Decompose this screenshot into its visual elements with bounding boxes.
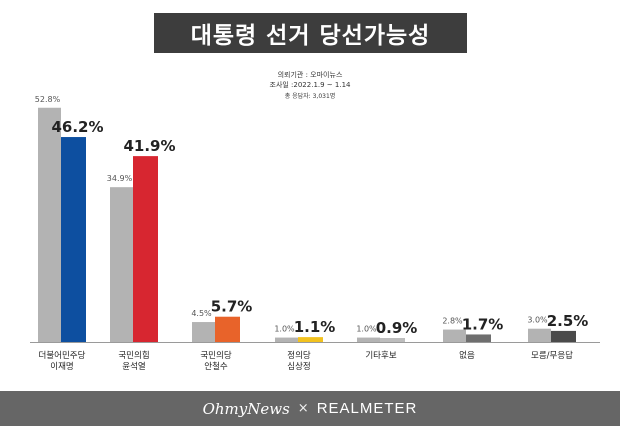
previous-bar [528,328,551,342]
current-bar [466,334,491,342]
previous-value-label: 3.0% [527,316,548,325]
current-value-label: 1.1% [294,318,336,336]
ohmynews-logo: OhmyNews [202,399,290,418]
previous-value-label: 2.8% [442,317,463,326]
current-value-label: 1.7% [462,315,504,333]
survey-date: 조사일 :2022.1.9 ~ 1.14 [269,81,351,89]
current-bar [61,137,86,342]
previous-value-label: 1.0% [356,325,377,334]
category-label: 정의당 [287,350,311,361]
previous-value-label: 1.0% [274,325,295,334]
previous-value-label: 34.9% [107,174,133,183]
previous-bar [38,107,61,342]
category-label: 국민의힘 [118,350,149,361]
previous-value-label: 4.5% [191,309,212,318]
survey-respondents: 총 응답자: 3,031명 [284,93,336,100]
survey-client: 의뢰기관 : 오마이뉴스 [277,71,343,79]
previous-bar [275,337,298,342]
previous-bar [357,337,380,342]
previous-bar [110,187,133,342]
footer-separator: × [297,401,309,416]
chart-title: 대통령 선거 당선가능성 [154,13,467,53]
category-label: 없음 [459,351,475,361]
current-bar [551,330,576,342]
current-bar [215,316,240,342]
current-value-label: 46.2% [51,118,103,136]
category-label: 더불어민주당 [39,350,86,361]
category-label: 안철수 [204,361,228,372]
realmeter-logo: REALMETER [316,400,418,417]
current-value-label: 2.5% [547,312,589,330]
previous-value-label: 52.8% [35,95,61,104]
category-label: 윤석열 [122,361,146,372]
current-value-label: 5.7% [211,298,253,316]
category-label: 심상정 [287,361,310,372]
footer-bar: OhmyNews × REALMETER [0,391,620,426]
current-bar [298,337,323,342]
current-bar [380,338,405,342]
current-value-label: 0.9% [376,319,418,337]
category-label: 기타후보 [365,351,396,361]
current-value-label: 41.9% [123,137,175,155]
previous-bar [443,329,466,342]
previous-bar [192,322,215,342]
current-bar [133,156,158,342]
category-label: 모름/무응답 [531,350,573,361]
category-label: 국민의당 [200,350,231,361]
category-label: 이재명 [50,361,73,372]
